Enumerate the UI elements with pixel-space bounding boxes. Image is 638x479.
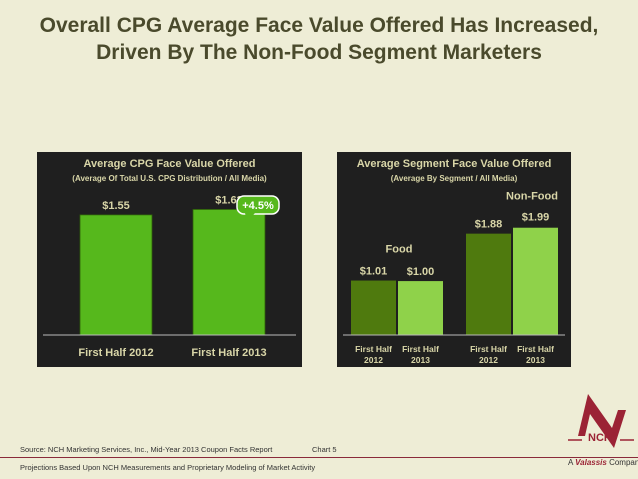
footer-divider (0, 457, 638, 458)
chart-number: Chart 5 (312, 445, 337, 454)
right-category-label-line1: First Half (470, 344, 507, 354)
right-bar-value-label: $1.88 (475, 219, 503, 231)
right-bar-non-food-1 (466, 233, 511, 335)
page-title: Overall CPG Average Face Value Offered H… (0, 12, 638, 66)
left-chart: $1.55 First Half 2012 $1.62 First Half 2013… (43, 194, 296, 359)
right-category-label-line2: 2013 (526, 355, 545, 365)
right-bar-food-1 (351, 280, 396, 335)
left-chart-subtitle: (Average Of Total U.S. CPG Distribution … (72, 174, 267, 183)
right-category-label-line1: First Half (517, 344, 554, 354)
logo-wordmark: NCH (588, 432, 612, 444)
right-category-label-line1: First Half (402, 344, 439, 354)
right-bar-value-label: $1.00 (407, 266, 435, 278)
left-category-label: First Half 2012 (78, 347, 153, 359)
right-category-label-line2: 2012 (364, 355, 383, 365)
right-chart-subtitle: (Average By Segment / All Media) (390, 174, 518, 183)
projection-note: Projections Based Upon NCH Measurements … (20, 463, 316, 472)
right-chart-title: Average Segment Face Value Offered (356, 158, 552, 170)
right-bar-food-2 (398, 281, 443, 335)
right-group-label: Non-Food (506, 191, 558, 203)
left-bar-value-label: $1.55 (102, 200, 130, 212)
title-line-1: Overall CPG Average Face Value Offered H… (39, 14, 599, 37)
logo-tagline-brand: Valassis (575, 458, 607, 467)
left-chart-panel: Average CPG Face Value Offered (Average … (37, 152, 302, 367)
left-bar-1 (79, 214, 153, 336)
right-category-label-line2: 2012 (479, 355, 498, 365)
left-category-label: First Half 2013 (191, 347, 266, 359)
left-bar-2 (192, 209, 266, 336)
right-bar-non-food-2 (513, 227, 558, 335)
nch-logo: NCH® A Valassis Company (568, 388, 638, 474)
right-bar-value-label: $1.99 (522, 212, 550, 224)
left-bar-value-label: $1.62 (215, 194, 243, 206)
right-chart-panel: Average Segment Face Value Offered (Aver… (337, 152, 571, 367)
right-group-label: Food (386, 244, 413, 256)
registered-mark: ® (611, 432, 617, 439)
logo-tagline-suffix: Company (609, 458, 638, 467)
title-line-2: Driven By The Non-Food Segment Marketers (96, 41, 542, 64)
growth-callout-text: +4.5% (242, 200, 274, 212)
source-note: Source: NCH Marketing Services, Inc., Mi… (20, 445, 273, 454)
right-category-label-line2: 2013 (411, 355, 430, 365)
logo-tagline-prefix: A (568, 458, 576, 467)
right-category-label-line1: First Half (355, 344, 392, 354)
growth-callout-badge (236, 195, 280, 215)
right-bar-value-label: $1.01 (360, 266, 388, 278)
left-chart-title: Average CPG Face Value Offered (83, 158, 256, 170)
growth-callout-pointer (245, 213, 255, 222)
nch-logo-mark-icon (568, 394, 634, 448)
